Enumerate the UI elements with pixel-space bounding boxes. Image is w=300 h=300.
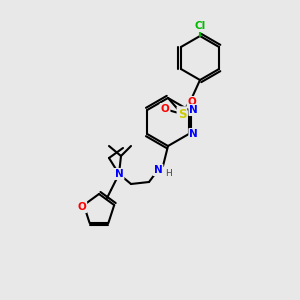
Text: N: N (189, 129, 198, 139)
Text: N: N (115, 169, 123, 179)
Text: Cl: Cl (194, 21, 206, 31)
Text: N: N (189, 105, 198, 115)
Text: H: H (165, 169, 171, 178)
Text: O: O (77, 202, 86, 212)
Text: O: O (160, 104, 169, 114)
Text: N: N (154, 165, 162, 175)
Text: O: O (188, 97, 196, 107)
Text: S: S (178, 107, 186, 121)
